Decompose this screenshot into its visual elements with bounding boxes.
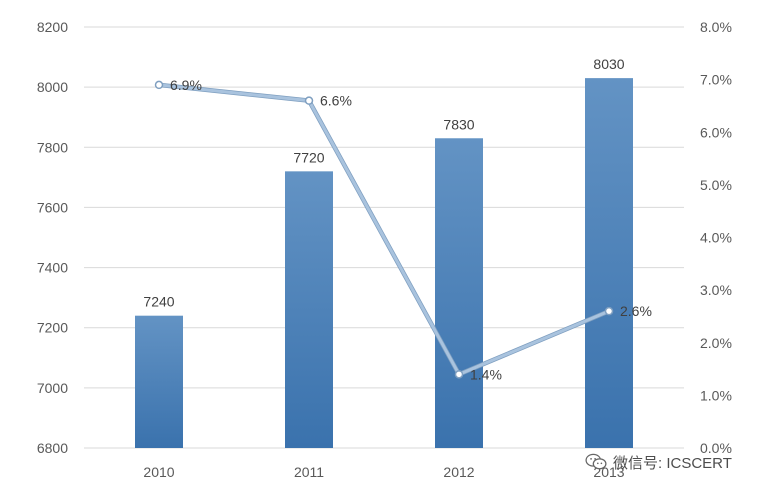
left-tick-label: 7800 <box>37 139 68 155</box>
x-tick-label: 2012 <box>443 464 474 480</box>
line-point <box>604 306 614 316</box>
line-point <box>154 80 164 90</box>
x-tick-label: 2010 <box>143 464 174 480</box>
line-path-edge <box>158 82 610 377</box>
line-data-label: 2.6% <box>620 303 652 319</box>
right-tick-label: 7.0% <box>700 72 732 88</box>
bar-data-label: 8030 <box>593 56 624 72</box>
left-tick-label: 7200 <box>37 320 68 336</box>
line-data-label: 1.4% <box>470 366 502 382</box>
right-tick-label: 0.0% <box>700 440 732 456</box>
line-series: 6.9% 6.6% 1.4% 2.6% <box>154 77 652 382</box>
line-path <box>158 83 610 376</box>
bar-series: 7240 7720 7830 8030 <box>135 56 633 449</box>
watermark-text: 微信号: ICSCERT <box>613 454 732 472</box>
line-data-label: 6.9% <box>170 77 202 93</box>
left-tick-label: 7400 <box>37 260 68 276</box>
wechat-icon <box>585 453 607 470</box>
line-data-label: 6.6% <box>320 93 352 109</box>
left-tick-label: 8000 <box>37 79 68 95</box>
watermark: 微信号: ICSCERT <box>585 450 732 474</box>
bar <box>585 78 633 448</box>
right-tick-label: 1.0% <box>700 387 732 403</box>
x-tick-label: 2011 <box>294 464 324 480</box>
line-point <box>304 96 314 105</box>
bar-data-label: 7240 <box>143 294 174 310</box>
bar-data-label: 7720 <box>293 149 324 165</box>
bar <box>135 315 183 448</box>
left-tick-label: 6800 <box>37 440 68 456</box>
left-tick-label: 7000 <box>37 380 68 396</box>
right-tick-label: 4.0% <box>700 230 732 246</box>
left-tick-label: 8200 <box>37 19 68 35</box>
bar-data-label: 7830 <box>443 116 474 132</box>
left-tick-label: 7600 <box>37 199 68 215</box>
line-point <box>454 370 464 379</box>
left-axis-ticks: 6800 7000 7200 7400 7600 7800 8000 8200 <box>37 19 68 456</box>
right-tick-label: 2.0% <box>700 335 732 351</box>
right-tick-label: 5.0% <box>700 177 732 193</box>
x-axis-ticks: 2010 2011 2012 2013 <box>143 464 624 480</box>
right-tick-label: 6.0% <box>700 124 732 140</box>
right-axis-ticks: 0.0% 1.0% 2.0% 3.0% 4.0% 5.0% 6.0% 7.0% 8.0% <box>700 19 732 456</box>
bar <box>435 138 483 448</box>
right-tick-label: 8.0% <box>700 19 732 35</box>
bar <box>285 171 333 449</box>
right-tick-label: 3.0% <box>700 282 732 298</box>
